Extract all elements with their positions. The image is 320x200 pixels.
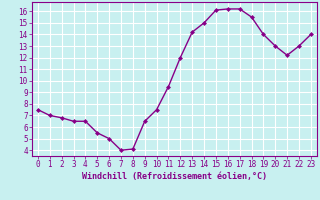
- X-axis label: Windchill (Refroidissement éolien,°C): Windchill (Refroidissement éolien,°C): [82, 172, 267, 181]
